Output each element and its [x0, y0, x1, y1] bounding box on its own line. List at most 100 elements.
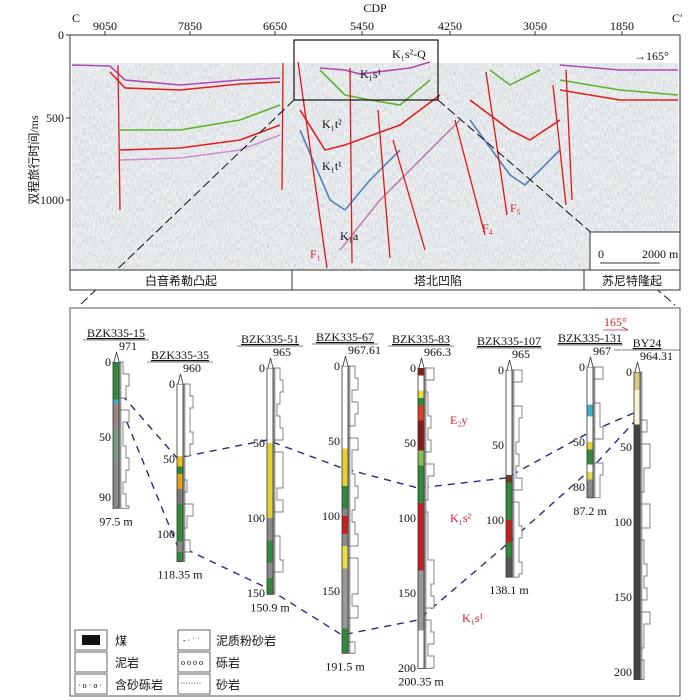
borehole-name: BZK335-15 [87, 326, 145, 340]
depth-tick: 50 [492, 438, 504, 452]
lithology-profile [424, 367, 435, 669]
lithology-layer [506, 542, 512, 558]
legend-label: 煤 [115, 634, 127, 648]
y-axis-title: 双程旅行时间/ms [26, 115, 41, 205]
depth-tick: 200 [398, 661, 416, 675]
lithology-layer [418, 570, 424, 631]
fault-label: F₁ [310, 247, 321, 261]
lithology-layer [634, 424, 640, 680]
strata-label: K₁a [340, 229, 359, 243]
lithology-layer [506, 475, 512, 483]
svg-text:········: ········ [180, 679, 201, 688]
svg-text:o o o o: o o o o [181, 658, 203, 667]
borehole-name: BZK335-107 [477, 334, 541, 348]
lithology-layer [113, 362, 119, 400]
borehole-elevation: 966.3 [424, 345, 451, 359]
lithology-layer [418, 630, 424, 669]
section-end-left: C [72, 11, 80, 25]
borehole-name: BY24 [633, 336, 662, 350]
depth-tick: 150 [322, 584, 340, 598]
lithology-layer [113, 404, 119, 430]
svg-text:· o · o ·: · o · o · [78, 681, 102, 690]
y-tick-label: 1000 [40, 193, 64, 207]
lithology-layer [418, 368, 424, 376]
borehole-elevation: 965 [512, 347, 530, 361]
lithology-layer [177, 466, 183, 474]
borehole-total-depth: 87.2 m [573, 504, 607, 518]
lithology-layer [418, 465, 424, 503]
scale-bar-end: 2000 m [642, 247, 679, 261]
lithology-layer [342, 546, 348, 569]
detail-box [293, 39, 439, 101]
lithology-layer [267, 518, 273, 541]
lithology-layer [267, 563, 273, 578]
lithology-layer [587, 404, 593, 417]
cdp-tick-label: 9050 [93, 19, 117, 33]
borehole-total-depth: 138.1 m [489, 583, 529, 597]
borehole-name: BZK335-35 [151, 348, 209, 362]
lithology-layer [634, 390, 640, 425]
depth-tick: 150 [247, 586, 265, 600]
lithology-layer [342, 534, 348, 546]
lithology-layer [506, 482, 512, 520]
borehole-name: BZK335-51 [241, 332, 299, 346]
region-label: 苏尼特隆起 [602, 273, 662, 288]
depth-tick: 200 [614, 665, 632, 679]
depth-tick: 150 [614, 590, 632, 604]
lithology-layer [418, 375, 424, 391]
strata-label: K₁t¹ [322, 159, 342, 173]
depth-tick: 100 [614, 515, 632, 529]
lithology-layer [267, 540, 273, 563]
lithology-layer [587, 442, 593, 450]
faults [117, 61, 573, 269]
lithology-layer [587, 464, 593, 472]
mudstone-swatch [74, 651, 108, 673]
wellhead-arrow-icon [113, 351, 120, 363]
depth-tick: 0 [334, 359, 340, 373]
strata-label-k1s2: K₁s² [450, 511, 472, 525]
borehole-elevation: 965 [273, 345, 291, 359]
borehole-total-depth: 118.35 m [158, 568, 204, 582]
depth-tick: 0 [105, 355, 111, 369]
depth-tick: 100 [398, 511, 416, 525]
region-label: 塔北凹陷 [414, 273, 462, 288]
borehole-total-depth: 191.5 m [325, 659, 365, 673]
lithology-layer [418, 398, 424, 406]
depth-tick: 100 [322, 509, 340, 523]
legend: · o · o · - · ˙ ˙ o o o o ········ 煤 泥岩 … [74, 629, 276, 695]
coal-swatch [82, 635, 100, 645]
cdp-tick-label: 3050 [523, 19, 547, 33]
lithology-layer [113, 399, 119, 404]
lithology-layer [177, 474, 183, 489]
depth-tick: 0 [410, 361, 416, 375]
lithology-profile [348, 365, 359, 654]
lithology-layer [506, 370, 512, 475]
wellhead-arrow-icon [342, 355, 349, 367]
borehole-total-depth: 97.5 m [99, 514, 133, 528]
lithology-layer [342, 568, 348, 629]
y-tick-label: 500 [46, 111, 64, 125]
wellhead-arrow-icon [267, 357, 274, 369]
cdp-ticks: 9050 7850 6650 5450 4250 3050 1850 [93, 19, 634, 35]
borehole-total-depth: 200.35 m [398, 675, 444, 689]
borehole-name: BZK335-131 [558, 331, 622, 345]
strata-label-k1s1: K₁s¹ [462, 611, 484, 625]
depth-tick: 90 [99, 490, 111, 504]
lithology-layer [267, 443, 273, 518]
legend-label: 含砂砾岩 [115, 677, 163, 692]
lithology-layer [342, 628, 348, 654]
lithology-layer [587, 449, 593, 465]
y-ticks: 0 500 1000 [40, 28, 70, 207]
legend-label: 泥质粉砂岩 [216, 633, 276, 648]
wellhead-arrow-icon [418, 357, 425, 369]
lithology-layer [342, 448, 348, 486]
borehole-name: BZK335-83 [392, 332, 450, 346]
cdp-tick-label: 1850 [610, 19, 634, 33]
legend-label: 砾岩 [216, 655, 240, 670]
